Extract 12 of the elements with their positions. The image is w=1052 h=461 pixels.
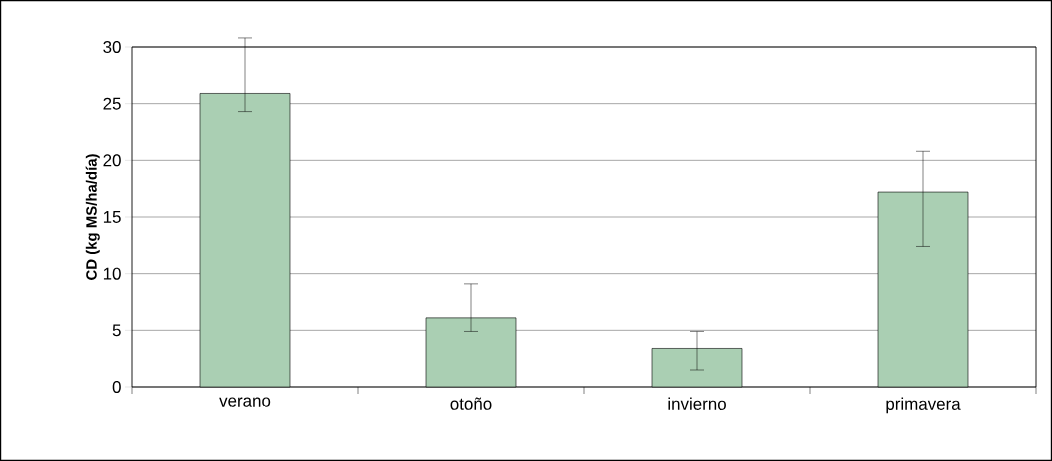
y-tick-label: 5 <box>112 324 121 337</box>
y-tick-label: 30 <box>103 41 121 53</box>
x-tick-label: verano <box>219 397 271 407</box>
y-tick-label: 0 <box>112 381 121 393</box>
x-tick-label: invierno <box>668 397 726 410</box>
y-tick-label: 20 <box>103 154 121 167</box>
x-tick-label: otoño <box>450 397 492 410</box>
y-tick-label: 15 <box>103 211 121 223</box>
y-tick-label: 25 <box>103 97 121 110</box>
y-axis-title: CD (kg MS/ha/día) <box>85 154 100 280</box>
y-tick-label: 10 <box>103 267 121 280</box>
x-tick-label: primavera <box>886 397 961 414</box>
